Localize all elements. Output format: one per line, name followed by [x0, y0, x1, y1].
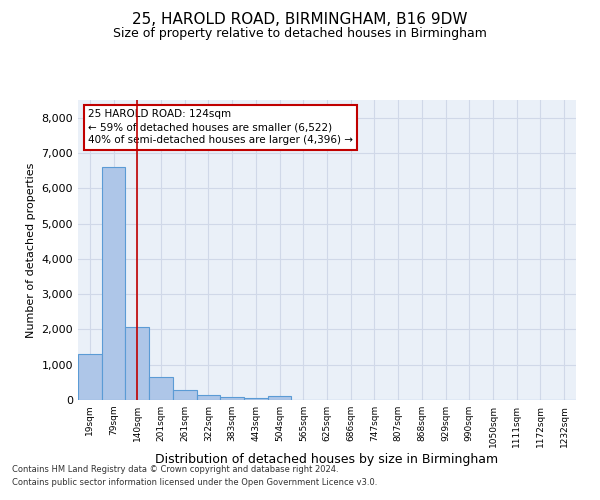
Bar: [173, 390, 197, 400]
Text: 25 HAROLD ROAD: 124sqm
← 59% of detached houses are smaller (6,522)
40% of semi-: 25 HAROLD ROAD: 124sqm ← 59% of detached…: [88, 109, 353, 146]
Text: 25, HAROLD ROAD, BIRMINGHAM, B16 9DW: 25, HAROLD ROAD, BIRMINGHAM, B16 9DW: [132, 12, 468, 28]
Y-axis label: Number of detached properties: Number of detached properties: [26, 162, 36, 338]
Bar: [78, 354, 102, 400]
Bar: [244, 398, 268, 400]
Bar: [197, 395, 220, 400]
Bar: [149, 377, 173, 400]
Bar: [125, 326, 149, 400]
Bar: [268, 396, 292, 400]
Text: Contains HM Land Registry data © Crown copyright and database right 2024.: Contains HM Land Registry data © Crown c…: [12, 466, 338, 474]
Text: Contains public sector information licensed under the Open Government Licence v3: Contains public sector information licen…: [12, 478, 377, 487]
Text: Size of property relative to detached houses in Birmingham: Size of property relative to detached ho…: [113, 28, 487, 40]
Bar: [220, 397, 244, 400]
X-axis label: Distribution of detached houses by size in Birmingham: Distribution of detached houses by size …: [155, 452, 499, 466]
Bar: [102, 167, 125, 400]
